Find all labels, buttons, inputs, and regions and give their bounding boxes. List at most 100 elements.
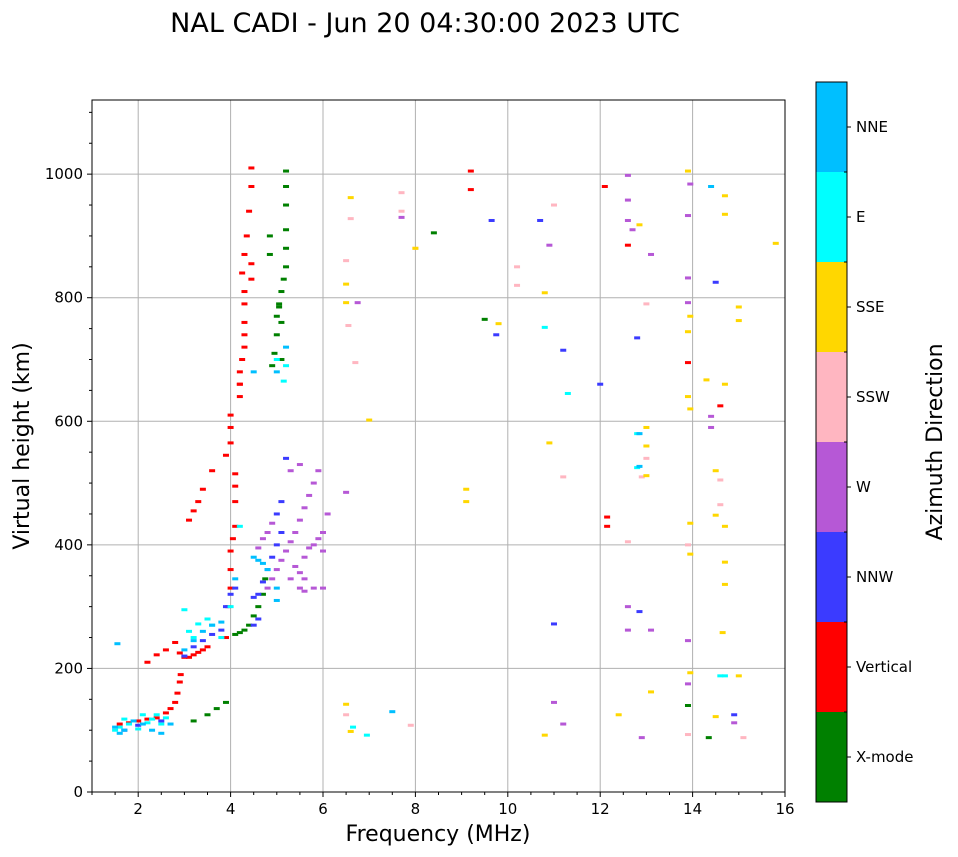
data-point bbox=[564, 391, 571, 395]
data-point bbox=[280, 379, 287, 383]
data-point bbox=[684, 301, 691, 305]
data-point bbox=[546, 441, 553, 445]
data-point bbox=[139, 722, 146, 726]
data-point bbox=[687, 671, 694, 675]
data-point bbox=[269, 521, 276, 525]
data-point bbox=[241, 320, 248, 324]
data-point bbox=[271, 351, 278, 355]
data-point bbox=[232, 577, 239, 581]
data-point bbox=[615, 713, 622, 717]
data-point bbox=[250, 555, 257, 559]
data-point bbox=[222, 605, 229, 609]
data-point bbox=[687, 314, 694, 318]
data-point bbox=[181, 654, 188, 658]
colorbar-label: Azimuth Direction bbox=[923, 343, 948, 540]
data-point bbox=[239, 358, 246, 361]
data-point bbox=[636, 223, 643, 227]
data-point bbox=[684, 169, 691, 173]
data-point bbox=[262, 577, 269, 581]
data-point bbox=[287, 577, 294, 581]
data-point bbox=[181, 648, 188, 652]
data-point bbox=[407, 723, 414, 727]
data-point bbox=[315, 537, 322, 541]
data-point bbox=[347, 729, 354, 733]
data-point bbox=[537, 218, 544, 222]
data-point bbox=[514, 283, 521, 287]
data-point bbox=[687, 407, 694, 411]
data-point bbox=[176, 651, 183, 655]
data-point bbox=[273, 333, 280, 337]
data-point bbox=[488, 218, 495, 222]
colorbar-segment bbox=[816, 352, 847, 442]
data-point bbox=[269, 364, 276, 368]
data-point bbox=[684, 214, 691, 218]
data-point bbox=[135, 723, 142, 727]
data-point bbox=[684, 733, 691, 737]
data-points bbox=[112, 166, 779, 740]
data-point bbox=[190, 636, 197, 640]
data-point bbox=[684, 682, 691, 686]
data-point bbox=[708, 185, 715, 188]
data-point bbox=[125, 722, 132, 726]
data-point bbox=[296, 571, 303, 575]
data-point bbox=[287, 540, 294, 544]
data-point bbox=[241, 290, 248, 294]
data-point bbox=[121, 717, 128, 721]
data-point bbox=[354, 301, 361, 305]
data-point bbox=[116, 731, 123, 735]
data-point bbox=[604, 515, 611, 519]
plot-area: 2 4 6 8 10 12 14 16 0 200 400 600 800 1000 bbox=[45, 99, 795, 818]
data-point bbox=[227, 441, 234, 445]
data-point bbox=[190, 645, 197, 649]
data-point bbox=[684, 704, 691, 707]
data-point bbox=[246, 623, 253, 627]
data-point bbox=[236, 382, 243, 386]
data-point bbox=[195, 650, 202, 654]
data-point bbox=[643, 302, 650, 306]
series-x-mode bbox=[190, 169, 712, 740]
data-point bbox=[236, 370, 243, 374]
data-point bbox=[162, 648, 169, 652]
data-point bbox=[236, 631, 243, 635]
data-point bbox=[248, 277, 255, 281]
data-point bbox=[158, 722, 165, 726]
data-point bbox=[712, 469, 719, 473]
data-point bbox=[292, 531, 299, 534]
data-point bbox=[190, 653, 197, 657]
data-point bbox=[190, 639, 197, 643]
colorbar-segment bbox=[816, 712, 847, 802]
data-point bbox=[232, 500, 239, 504]
data-point bbox=[703, 378, 710, 382]
data-point bbox=[239, 271, 246, 275]
data-point bbox=[259, 561, 266, 565]
data-point bbox=[648, 252, 655, 256]
y-tick-label: 0 bbox=[73, 783, 83, 801]
colorbar-category-label: NNE bbox=[856, 118, 888, 136]
data-point bbox=[162, 711, 169, 715]
data-point bbox=[199, 629, 206, 633]
data-point bbox=[712, 513, 719, 517]
data-point bbox=[144, 660, 151, 664]
data-point bbox=[259, 537, 266, 541]
x-tick-label: 16 bbox=[775, 800, 794, 818]
data-point bbox=[218, 636, 225, 640]
data-point bbox=[343, 702, 350, 706]
data-point bbox=[283, 185, 290, 188]
data-point bbox=[283, 549, 290, 553]
data-point bbox=[162, 716, 169, 720]
data-point bbox=[721, 582, 728, 586]
data-point bbox=[250, 595, 257, 599]
data-point bbox=[186, 655, 193, 659]
data-point bbox=[624, 243, 631, 247]
data-point bbox=[301, 589, 308, 593]
data-point bbox=[283, 246, 290, 250]
data-point bbox=[190, 509, 197, 513]
data-point bbox=[389, 710, 396, 714]
data-point bbox=[551, 700, 557, 704]
colorbar-segment bbox=[816, 82, 847, 172]
data-point bbox=[643, 474, 650, 478]
data-point bbox=[560, 475, 567, 479]
data-point bbox=[149, 728, 156, 732]
data-point bbox=[174, 691, 181, 695]
data-point bbox=[345, 324, 352, 328]
